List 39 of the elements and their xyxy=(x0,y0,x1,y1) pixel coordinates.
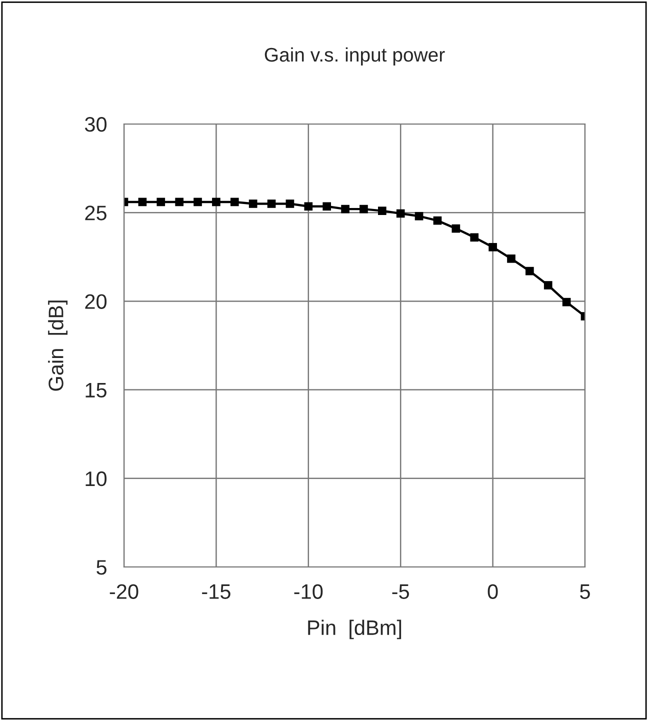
chart-title: Gain v.s. input power xyxy=(264,47,445,66)
y-tick-label: 5 xyxy=(96,560,106,575)
point xyxy=(470,233,479,242)
point xyxy=(562,298,571,306)
point xyxy=(304,202,313,211)
point xyxy=(396,209,405,218)
point xyxy=(194,198,202,206)
x-tick-label: -15 xyxy=(202,584,230,599)
x-tick-label: 0 xyxy=(488,584,498,599)
point xyxy=(212,198,220,206)
point xyxy=(378,206,386,215)
point xyxy=(544,281,552,290)
point xyxy=(248,200,258,208)
point xyxy=(526,266,534,276)
y-tick-label: 30 xyxy=(84,117,107,132)
point xyxy=(286,200,294,208)
point xyxy=(360,204,368,214)
x-tick-label: -5 xyxy=(392,584,409,599)
point xyxy=(507,254,516,263)
point xyxy=(156,198,166,206)
point xyxy=(452,224,460,233)
point xyxy=(433,216,442,225)
point xyxy=(138,198,147,206)
point xyxy=(414,212,424,220)
x-tick-label: -20 xyxy=(110,584,138,599)
point xyxy=(488,242,497,252)
x-tick-label: 5 xyxy=(580,584,590,599)
y-tick-label: 25 xyxy=(85,206,106,220)
y-tick-label: 20 xyxy=(85,294,107,309)
y-axis-title: Gain [dB] xyxy=(48,300,68,391)
point xyxy=(230,198,239,206)
x-tick-label: -10 xyxy=(294,584,323,599)
y-tick-label: 10 xyxy=(86,471,107,486)
point xyxy=(341,204,350,214)
point xyxy=(267,200,276,208)
point xyxy=(175,198,184,206)
y-tick-label: 15 xyxy=(86,383,106,398)
x-axis-title: Pin [dBm] xyxy=(308,620,402,640)
point xyxy=(322,202,332,211)
